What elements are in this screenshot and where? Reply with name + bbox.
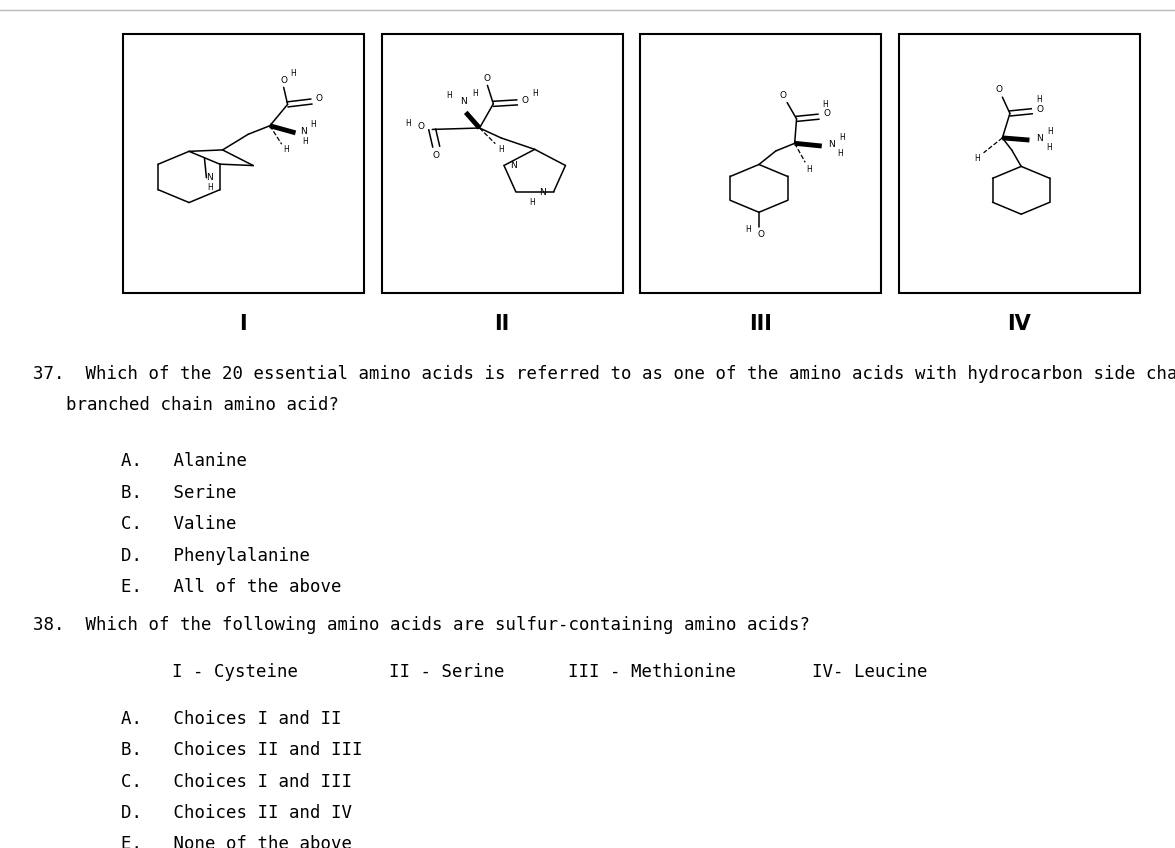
- Text: A.   Choices I and II: A. Choices I and II: [121, 710, 342, 728]
- Text: II - Serine: II - Serine: [389, 662, 504, 681]
- Text: A.   Alanine: A. Alanine: [121, 453, 247, 471]
- Text: H: H: [283, 145, 289, 154]
- Text: N: N: [461, 97, 468, 106]
- Text: O: O: [316, 94, 323, 103]
- Text: H: H: [974, 154, 980, 164]
- Text: H: H: [838, 149, 844, 158]
- Text: N: N: [300, 127, 307, 136]
- Text: H: H: [208, 183, 213, 192]
- Text: H: H: [290, 69, 296, 78]
- Text: N: N: [206, 173, 213, 182]
- Text: H: H: [405, 120, 411, 128]
- Text: O: O: [824, 109, 831, 119]
- Text: III: III: [748, 314, 772, 334]
- Text: O: O: [522, 97, 529, 105]
- Text: II: II: [495, 314, 509, 334]
- Text: C.   Valine: C. Valine: [121, 516, 236, 533]
- Text: N: N: [828, 140, 834, 149]
- Text: O: O: [758, 231, 764, 239]
- Text: I: I: [240, 314, 247, 334]
- Text: branched chain amino acid?: branched chain amino acid?: [66, 396, 338, 414]
- Text: H: H: [745, 226, 751, 234]
- Text: H: H: [822, 100, 828, 109]
- Text: C.   Choices I and III: C. Choices I and III: [121, 773, 352, 790]
- Text: O: O: [280, 75, 287, 85]
- Text: H: H: [806, 165, 812, 174]
- Text: IV- Leucine: IV- Leucine: [812, 662, 927, 681]
- Text: O: O: [432, 151, 439, 159]
- Text: O: O: [484, 74, 491, 83]
- Bar: [382, 34, 623, 293]
- Text: O: O: [996, 85, 1003, 94]
- Text: H: H: [840, 133, 845, 142]
- Text: O: O: [1036, 105, 1043, 114]
- Text: O: O: [417, 122, 424, 131]
- Text: H: H: [1036, 95, 1042, 104]
- Text: 37.  Which of the 20 essential amino acids is referred to as one of the amino ac: 37. Which of the 20 essential amino acid…: [33, 365, 1175, 382]
- Text: H: H: [529, 198, 535, 208]
- Text: B.   Choices II and III: B. Choices II and III: [121, 741, 363, 759]
- Text: H: H: [310, 120, 316, 129]
- Text: H: H: [532, 89, 538, 98]
- Bar: [899, 34, 1140, 293]
- Text: N: N: [539, 188, 546, 198]
- Text: III - Methionine: III - Methionine: [569, 662, 736, 681]
- Text: N: N: [510, 161, 517, 170]
- Text: O: O: [780, 92, 787, 100]
- Text: N: N: [1036, 134, 1043, 143]
- Text: H: H: [472, 89, 478, 98]
- Text: B.   Serine: B. Serine: [121, 484, 236, 502]
- Text: H: H: [498, 145, 504, 153]
- Text: E.   All of the above: E. All of the above: [121, 578, 342, 596]
- Text: IV: IV: [1007, 314, 1030, 334]
- Text: E.   None of the above: E. None of the above: [121, 835, 352, 848]
- Text: 38.  Which of the following amino acids are sulfur-containing amino acids?: 38. Which of the following amino acids a…: [33, 616, 810, 633]
- Text: I - Cysteine: I - Cysteine: [172, 662, 298, 681]
- Text: H: H: [446, 91, 452, 100]
- Text: H: H: [302, 137, 308, 146]
- Bar: [123, 34, 364, 293]
- Text: H: H: [1047, 127, 1053, 136]
- Text: H: H: [1046, 143, 1052, 152]
- Bar: [640, 34, 881, 293]
- Text: D.   Choices II and IV: D. Choices II and IV: [121, 804, 352, 822]
- Text: D.   Phenylalanine: D. Phenylalanine: [121, 547, 310, 565]
